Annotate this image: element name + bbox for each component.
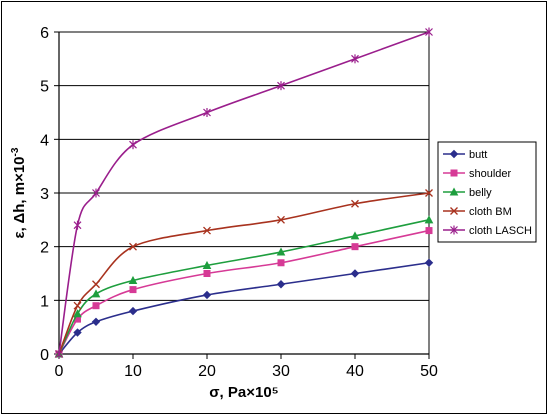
data-point-cloth-bm-1	[73, 301, 82, 310]
x-tick-label-50: 50	[420, 363, 438, 380]
legend-marker-cloth-lasch	[450, 225, 458, 235]
data-point-cloth-bm-3-stroke-b	[129, 242, 137, 251]
x-axis-title: σ, Pa×10⁵	[209, 384, 278, 401]
x-tick-label-30: 30	[272, 363, 290, 380]
data-point-butt-5	[276, 280, 286, 289]
legend-marker-cloth-bm	[450, 207, 458, 215]
x-tick-label-20: 20	[198, 363, 216, 380]
data-point-shoulder-2	[92, 302, 100, 310]
x-tick-label-0: 0	[55, 363, 64, 380]
data-point-cloth-bm-4	[203, 226, 211, 235]
data-point-cloth-lasch-3	[129, 140, 137, 150]
data-point-belly-2	[91, 289, 101, 298]
data-point-belly-6	[350, 231, 360, 240]
legend-label-shoulder: shoulder	[469, 168, 512, 180]
data-point-cloth-lasch-6	[351, 54, 359, 64]
data-point-belly-1	[73, 309, 82, 318]
data-point-cloth-bm-2	[92, 280, 100, 289]
data-point-cloth-bm-5-stroke-b	[277, 215, 285, 224]
data-point-belly-3	[128, 275, 138, 284]
data-point-butt-4	[202, 290, 212, 300]
legend-label-cloth-lasch: cloth LASCH	[469, 225, 532, 237]
data-point-butt-1	[73, 328, 82, 337]
legend-label-butt: butt	[469, 149, 487, 161]
series-line-cloth-bm	[58, 192, 430, 355]
tick-labels: 0 10 20 30 40 50 0 1 2 3 4 5 6	[40, 25, 438, 380]
data-point-butt-7	[424, 258, 434, 267]
data-point-cloth-bm-7-stroke-b	[425, 189, 433, 197]
data-point-cloth-lasch-2	[92, 188, 100, 198]
data-point-shoulder-3	[129, 286, 137, 294]
data-point-cloth-bm-1-stroke-b	[73, 301, 82, 310]
data-point-shoulder-6	[351, 243, 359, 251]
data-point-shoulder-5	[277, 259, 285, 267]
data-point-cloth-bm-6	[351, 199, 359, 208]
data-point-shoulder-4	[203, 270, 211, 277]
data-point-cloth-lasch-1	[73, 220, 82, 230]
y-tick-label-1: 1	[40, 293, 49, 310]
y-tick-label-6: 6	[40, 25, 49, 42]
legend-marker-cloth-bm-stroke-b	[450, 207, 458, 215]
legend-marker-belly	[449, 187, 459, 196]
data-point-butt-6	[350, 269, 360, 278]
data-point-cloth-lasch-0	[55, 349, 63, 359]
y-axis-title-main: ε, Δh, m×10	[11, 156, 28, 238]
legend-marker-shoulder	[450, 169, 458, 177]
data-point-belly-5	[276, 247, 286, 256]
y-tick-label-3: 3	[40, 186, 49, 203]
data-point-cloth-lasch-5	[277, 81, 285, 91]
data-point-cloth-bm-7	[425, 189, 433, 197]
data-point-butt-3	[128, 306, 138, 316]
y-axis-title-exponent: -3	[10, 147, 21, 156]
data-point-belly-4	[202, 260, 212, 269]
data-point-cloth-bm-5	[277, 215, 285, 224]
y-axis-title: ε, Δh, m×10-3	[10, 147, 28, 238]
y-tick-label-5: 5	[40, 79, 49, 96]
grid-lines	[59, 31, 430, 354]
data-point-cloth-bm-2-stroke-b	[92, 280, 100, 289]
data-point-cloth-bm-4-stroke-b	[203, 226, 211, 235]
y-tick-label-0: 0	[40, 347, 49, 364]
line-chart: 0 10 20 30 40 50 0 1 2 3 4 5 6 σ, Pa×10⁵ ε, Δh, m×10…	[10, 25, 537, 401]
series-lines	[54, 27, 434, 359]
series-line-shoulder	[58, 229, 430, 355]
series-line-butt	[58, 261, 430, 355]
axes	[54, 31, 430, 359]
data-point-cloth-lasch-7	[425, 27, 433, 37]
legend: butt shoulder belly cloth BM cloth LASCH	[437, 141, 537, 243]
x-tick-label-10: 10	[124, 363, 142, 380]
x-tick-label-40: 40	[346, 363, 364, 380]
y-tick-label-4: 4	[40, 132, 49, 149]
data-point-cloth-bm-3	[129, 242, 137, 251]
legend-label-belly: belly	[469, 187, 492, 199]
chart-frame: 0 10 20 30 40 50 0 1 2 3 4 5 6 σ, Pa×10⁵ ε, Δh, m×10…	[1, 1, 547, 414]
legend-label-cloth-bm: cloth BM	[469, 206, 512, 218]
data-point-cloth-lasch-4	[203, 108, 211, 117]
data-point-shoulder-7	[425, 227, 433, 235]
data-point-cloth-bm-6-stroke-b	[351, 199, 359, 208]
y-tick-label-2: 2	[40, 240, 49, 257]
series-line-belly	[58, 219, 430, 355]
legend-marker-butt	[449, 149, 459, 159]
data-point-butt-2	[91, 317, 101, 327]
data-point-belly-7	[424, 215, 434, 224]
